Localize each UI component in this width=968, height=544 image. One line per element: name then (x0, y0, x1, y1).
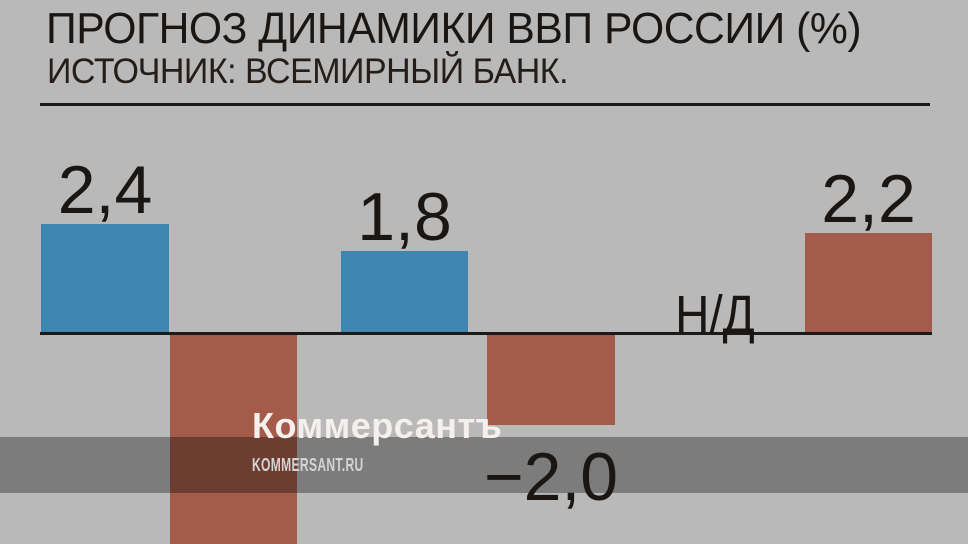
bar-3-−2,0 (487, 335, 615, 425)
zero-axis-line (40, 332, 932, 335)
value-label-2,2: 2,2 (821, 161, 916, 237)
bar-2-1,8 (341, 251, 468, 332)
bar-1-clipped (170, 335, 297, 544)
bar-5-2,2 (805, 233, 932, 332)
kommersant-logo: Коммерсантъ (252, 405, 503, 446)
chart-source-line: ИСТОЧНИК: ВСЕМИРНЫЙ БАНК. (47, 52, 569, 91)
value-label-−2,0: −2,0 (483, 439, 619, 515)
no-data-label: Н/Д (675, 285, 755, 345)
kommersant-site-label: KOMMERSANT.RU (252, 455, 364, 475)
header-divider-line (40, 103, 930, 106)
value-label-2,4: 2,4 (57, 152, 153, 228)
chart-title: ПРОГНОЗ ДИНАМИКИ ВВП РОССИИ (%) (46, 4, 862, 53)
bar-0-2,4 (41, 224, 169, 332)
value-label-1,8: 1,8 (357, 179, 452, 255)
watermark-band (0, 437, 968, 493)
